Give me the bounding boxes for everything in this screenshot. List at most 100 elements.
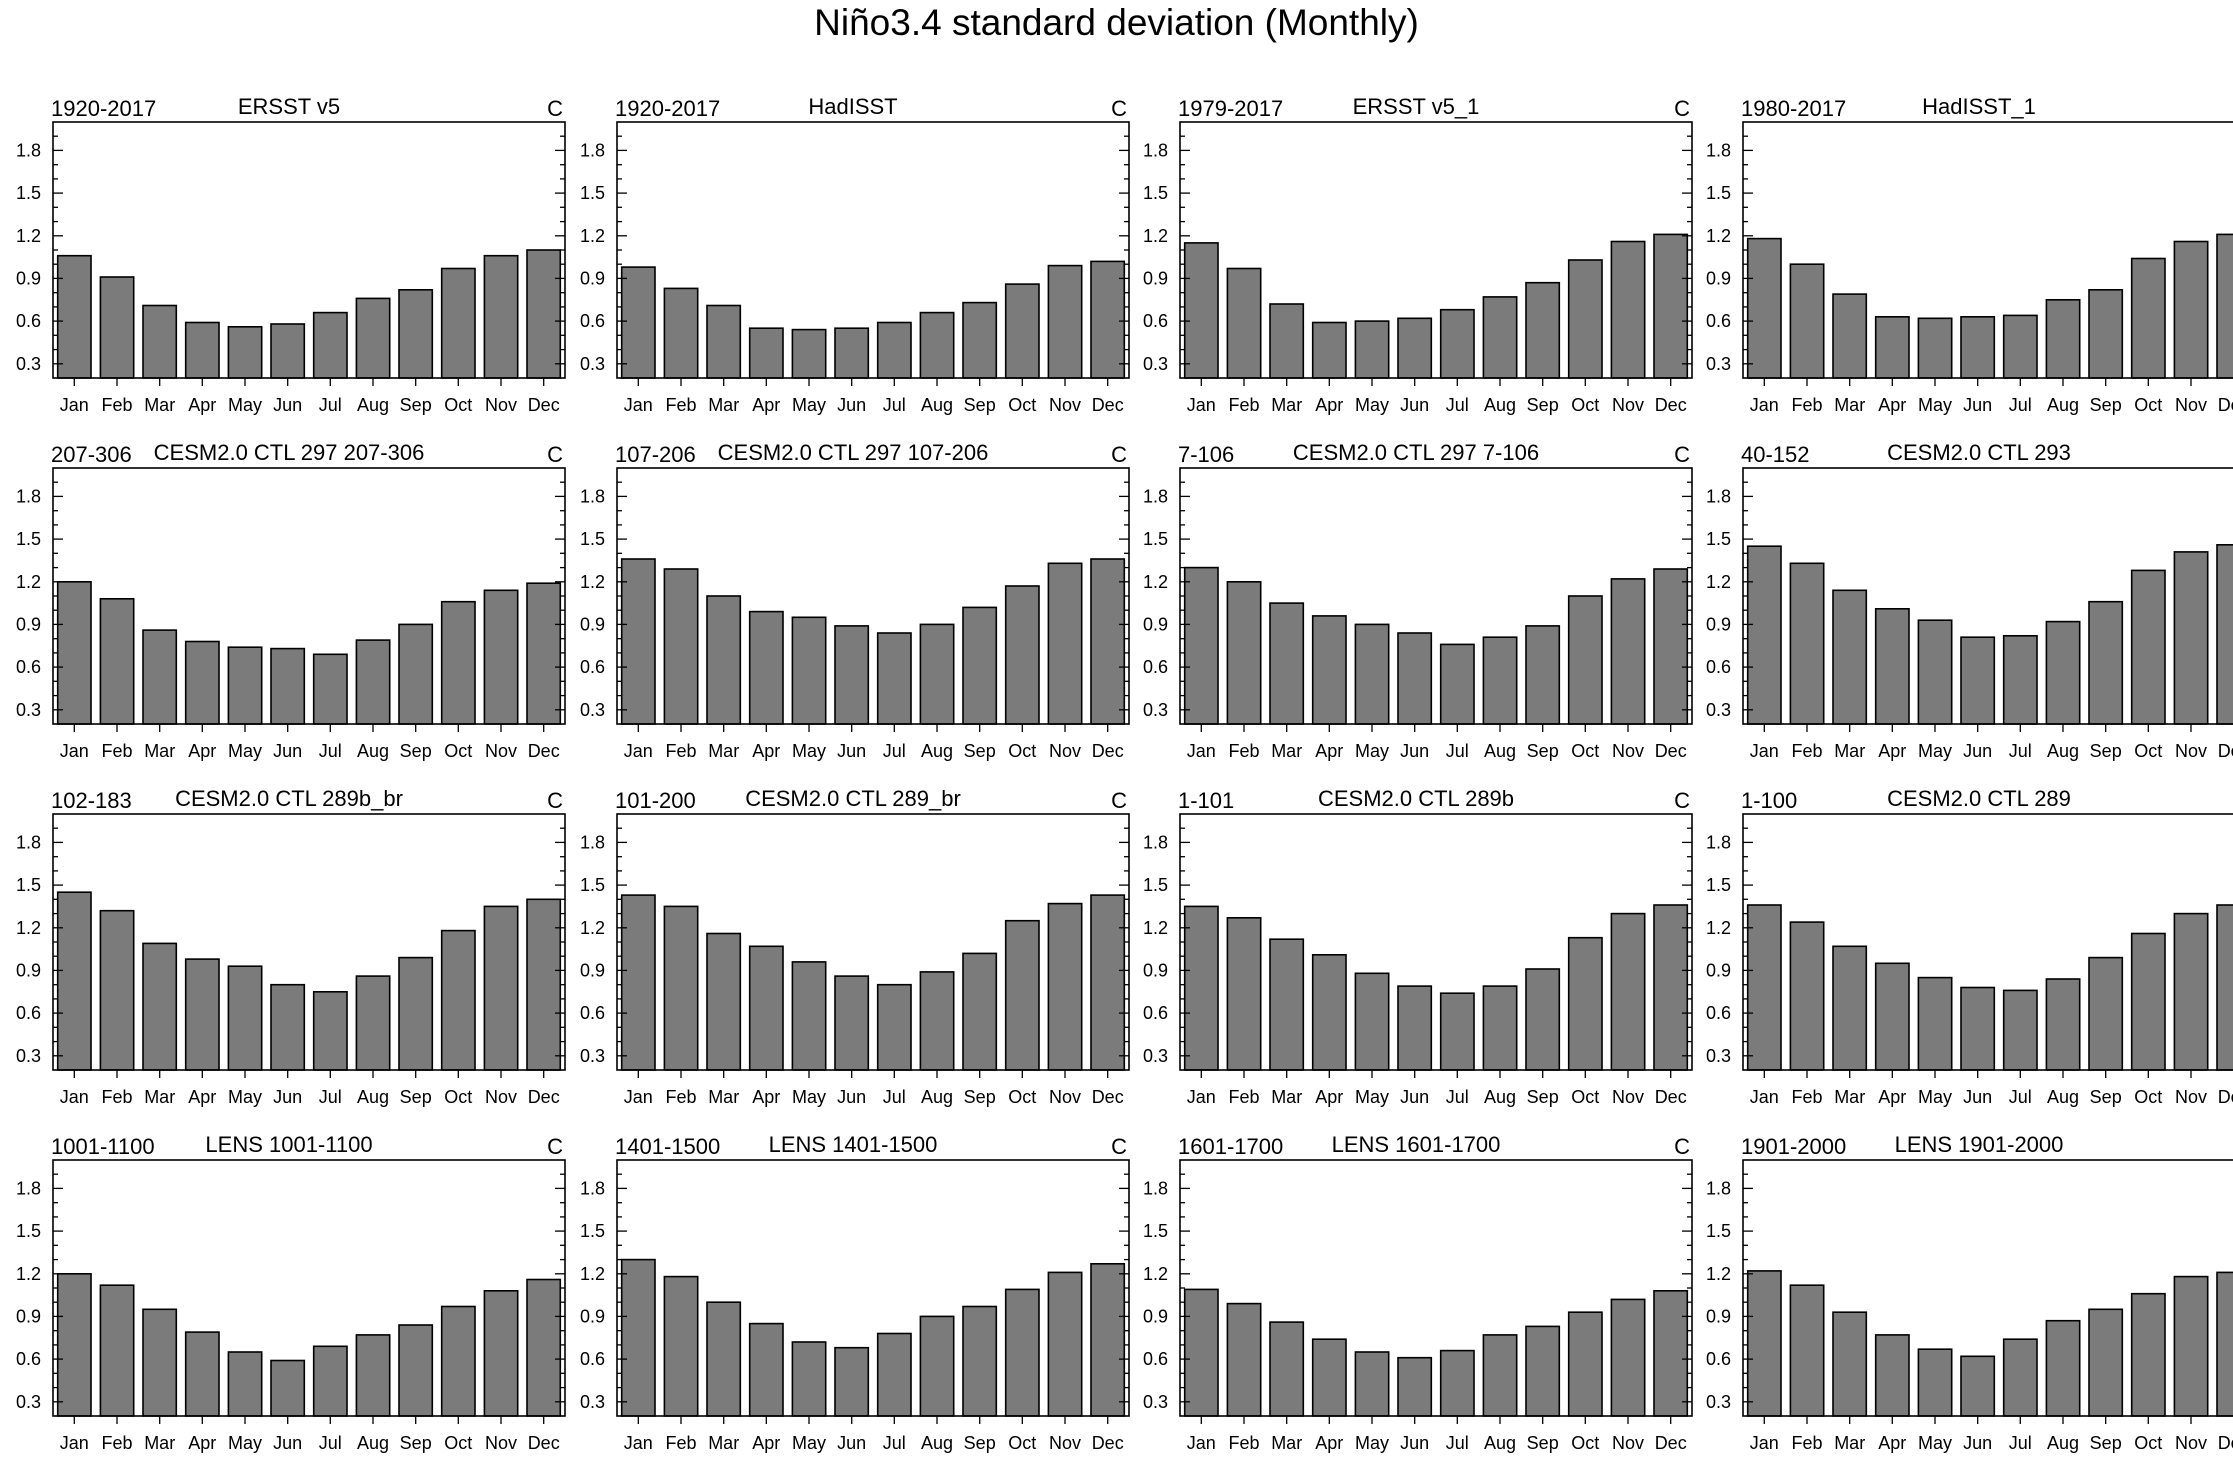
bar-mar <box>1269 1321 1305 1417</box>
bar-jun <box>1960 1355 1996 1417</box>
bar-oct <box>1004 1288 1040 1417</box>
panel-period-label: 1001-1100 <box>51 1134 155 1159</box>
x-tick-label-may: May <box>1918 1433 1952 1453</box>
bar-aug <box>1482 296 1518 379</box>
panel-title: CESM2.0 CTL 293 <box>1887 440 2071 465</box>
x-tick-label-jan: Jan <box>624 395 653 415</box>
x-tick-label-sep: Sep <box>2090 395 2122 415</box>
panel-units-label: C <box>547 1134 563 1159</box>
x-tick-label-aug: Aug <box>1484 1087 1516 1107</box>
bar-jun <box>1960 636 1996 725</box>
y-tick-label: 1.2 <box>1706 918 1731 938</box>
panel-9: 102-183 CESM2.0 CTL 289b_br C 0.3 0.6 0.9 1.2 1… <box>16 786 566 1107</box>
x-tick-label-may: May <box>1918 395 1952 415</box>
bar-jul <box>312 311 348 379</box>
x-tick-label-mar: Mar <box>1834 1433 1865 1453</box>
x-tick-label-jul: Jul <box>883 1087 906 1107</box>
panel-period-label: 1901-2000 <box>1741 1134 1846 1159</box>
x-tick-label-aug: Aug <box>357 1087 389 1107</box>
x-tick-label-sep: Sep <box>2090 741 2122 761</box>
bar-mar <box>706 595 742 725</box>
bar-oct <box>440 267 476 379</box>
bar-jan <box>1746 904 1782 1071</box>
bar-nov <box>1610 578 1646 725</box>
x-tick-label-sep: Sep <box>1527 1087 1559 1107</box>
x-tick-label-oct: Oct <box>444 1433 472 1453</box>
panel-title: CESM2.0 CTL 297 207-306 <box>154 440 425 465</box>
bar-feb <box>663 287 699 379</box>
x-tick-label-sep: Sep <box>400 1433 432 1453</box>
x-tick-label-jan: Jan <box>624 1433 653 1453</box>
bar-dec <box>1090 1263 1126 1417</box>
panel-15: 1601-1700 LENS 1601-1700 C 0.3 0.6 0.9 1.2 1.5 1… <box>1143 1132 1693 1453</box>
x-tick-label-dec: Dec <box>1655 1433 1687 1453</box>
x-tick-label-jan: Jan <box>1750 395 1779 415</box>
bar-sep <box>398 956 434 1071</box>
bar-jan <box>620 894 656 1071</box>
y-tick-label: 1.8 <box>580 486 605 506</box>
y-tick-label: 1.8 <box>1143 1178 1168 1198</box>
panel-units-label: C <box>1674 96 1690 121</box>
bar-jul <box>2002 314 2038 379</box>
y-tick-label: 1.2 <box>580 572 605 592</box>
x-tick-label-jun: Jun <box>273 1087 302 1107</box>
panel-title: CESM2.0 CTL 289_br <box>745 786 961 811</box>
bar-may <box>1354 320 1390 379</box>
bar-jun <box>834 1346 870 1417</box>
bar-apr <box>748 327 784 379</box>
bar-oct <box>2130 1292 2166 1417</box>
bar-jul <box>1439 308 1475 379</box>
bar-sep <box>1525 625 1561 725</box>
bar-jan <box>620 558 656 725</box>
x-tick-label-feb: Feb <box>1228 741 1259 761</box>
x-tick-label-mar: Mar <box>1834 1087 1865 1107</box>
bar-jun <box>834 327 870 379</box>
bar-mar <box>1269 602 1305 725</box>
x-tick-label-feb: Feb <box>665 1433 696 1453</box>
bar-jul <box>312 653 348 725</box>
y-tick-label: 0.6 <box>1143 657 1168 677</box>
y-tick-label: 1.8 <box>580 832 605 852</box>
panel-units-label: C <box>547 96 563 121</box>
x-tick-label-mar: Mar <box>1834 741 1865 761</box>
bar-mar <box>142 629 178 725</box>
panel-units-label: C <box>547 442 563 467</box>
y-tick-label: 0.9 <box>16 268 41 288</box>
bar-sep <box>2088 288 2124 379</box>
bar-feb <box>1226 267 1262 379</box>
bar-nov <box>483 589 519 725</box>
y-tick-label: 1.2 <box>580 918 605 938</box>
panel-title: CESM2.0 CTL 289b_br <box>175 786 403 811</box>
bar-jun <box>1397 985 1433 1071</box>
y-tick-label: 0.6 <box>16 1349 41 1369</box>
bar-sep <box>1525 968 1561 1071</box>
bar-apr <box>1311 953 1347 1071</box>
x-tick-label-dec: Dec <box>528 1433 560 1453</box>
bar-nov <box>483 905 519 1071</box>
y-tick-label: 0.3 <box>1143 354 1168 374</box>
x-tick-label-oct: Oct <box>444 741 472 761</box>
x-tick-label-jul: Jul <box>1446 1087 1469 1107</box>
y-tick-label: 1.5 <box>1706 1221 1731 1241</box>
x-tick-label-apr: Apr <box>188 395 216 415</box>
y-tick-label: 0.6 <box>16 311 41 331</box>
bar-nov <box>1610 240 1646 379</box>
bar-oct <box>1004 585 1040 725</box>
x-tick-label-may: May <box>1355 395 1389 415</box>
x-tick-label-dec: Dec <box>1092 741 1124 761</box>
bar-jun <box>1397 317 1433 379</box>
x-tick-label-dec: Dec <box>1092 1087 1124 1107</box>
y-tick-label: 1.5 <box>16 1221 41 1241</box>
bar-dec <box>526 249 562 379</box>
bar-apr <box>1874 962 1910 1071</box>
bar-aug <box>1482 1334 1518 1417</box>
y-tick-label: 1.2 <box>1706 1264 1731 1284</box>
y-tick-label: 1.5 <box>1706 183 1731 203</box>
bar-jun <box>270 647 306 725</box>
y-tick-label: 1.5 <box>16 183 41 203</box>
x-tick-label-jul: Jul <box>1446 741 1469 761</box>
y-tick-label: 1.8 <box>16 486 41 506</box>
x-tick-label-jun: Jun <box>273 741 302 761</box>
x-tick-label-nov: Nov <box>1049 1087 1081 1107</box>
